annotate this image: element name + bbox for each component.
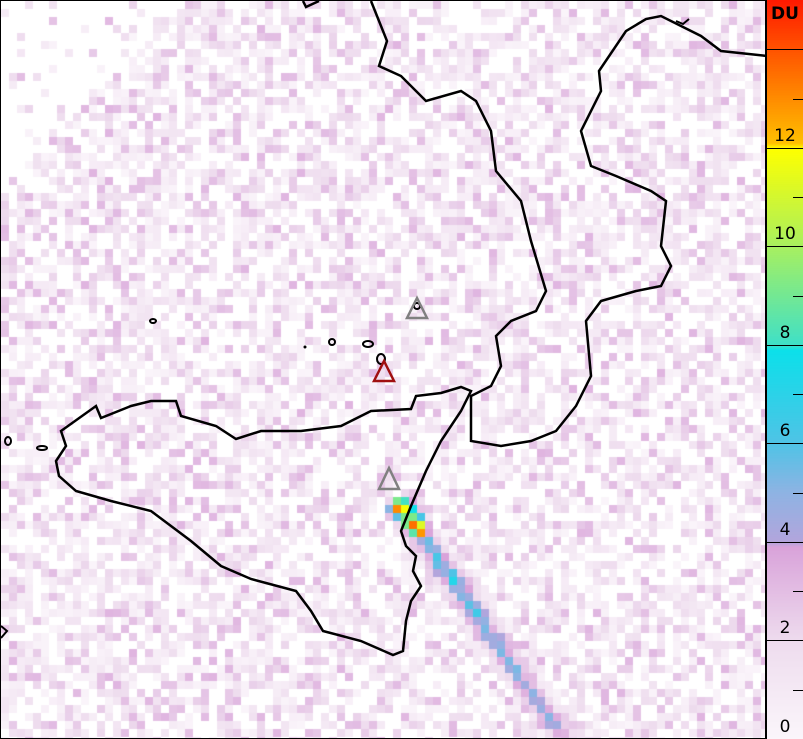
island [36, 445, 48, 451]
island [149, 318, 157, 324]
colorbar-tick [793, 492, 803, 494]
island [362, 340, 374, 348]
colorbar-tick-label: 12 [774, 125, 796, 146]
colorbar-unit-label: DU [771, 4, 799, 24]
colorbar-tick [793, 295, 803, 297]
colorbar: 0 2 4 6 8 10 12 DU [766, 0, 803, 739]
volcano-marker-vulcano [371, 358, 397, 383]
colorbar-tick [767, 344, 803, 346]
coastline-mainland-italy [369, 1, 765, 448]
colorbar-tick [793, 98, 803, 100]
so2-map [0, 0, 766, 739]
colorbar-tick-label: 2 [779, 618, 791, 639]
colorbar-tick [767, 541, 803, 543]
coastline-north [301, 1, 320, 9]
colorbar-tick [793, 197, 803, 199]
island [328, 338, 336, 346]
colorbar-tick [767, 147, 803, 149]
coastline-fragment [675, 18, 690, 26]
volcano-marker-stromboli [404, 295, 430, 320]
volcano-marker-etna [377, 465, 401, 491]
island [4, 436, 12, 446]
colorbar-tick-label: 0 [779, 717, 791, 737]
colorbar-tick [793, 394, 803, 396]
colorbar-tick [793, 689, 803, 691]
colorbar-tick [767, 443, 803, 445]
colorbar-tick-label: 6 [779, 421, 791, 442]
colorbar-tick [793, 591, 803, 593]
colorbar-tick [767, 640, 803, 642]
coastlines [1, 1, 765, 657]
colorbar-tick [767, 246, 803, 248]
so2-column-field [1, 1, 765, 738]
colorbar-tick-label: 8 [779, 322, 791, 343]
colorbar-gradient [767, 0, 803, 739]
colorbar-tick [767, 49, 803, 51]
coastline-fragment [1, 625, 9, 639]
coastline-sicily [54, 385, 473, 657]
colorbar-tick-label: 4 [779, 519, 791, 540]
island [303, 345, 307, 349]
island [376, 353, 386, 365]
colorbar-tick-label: 10 [774, 224, 796, 245]
